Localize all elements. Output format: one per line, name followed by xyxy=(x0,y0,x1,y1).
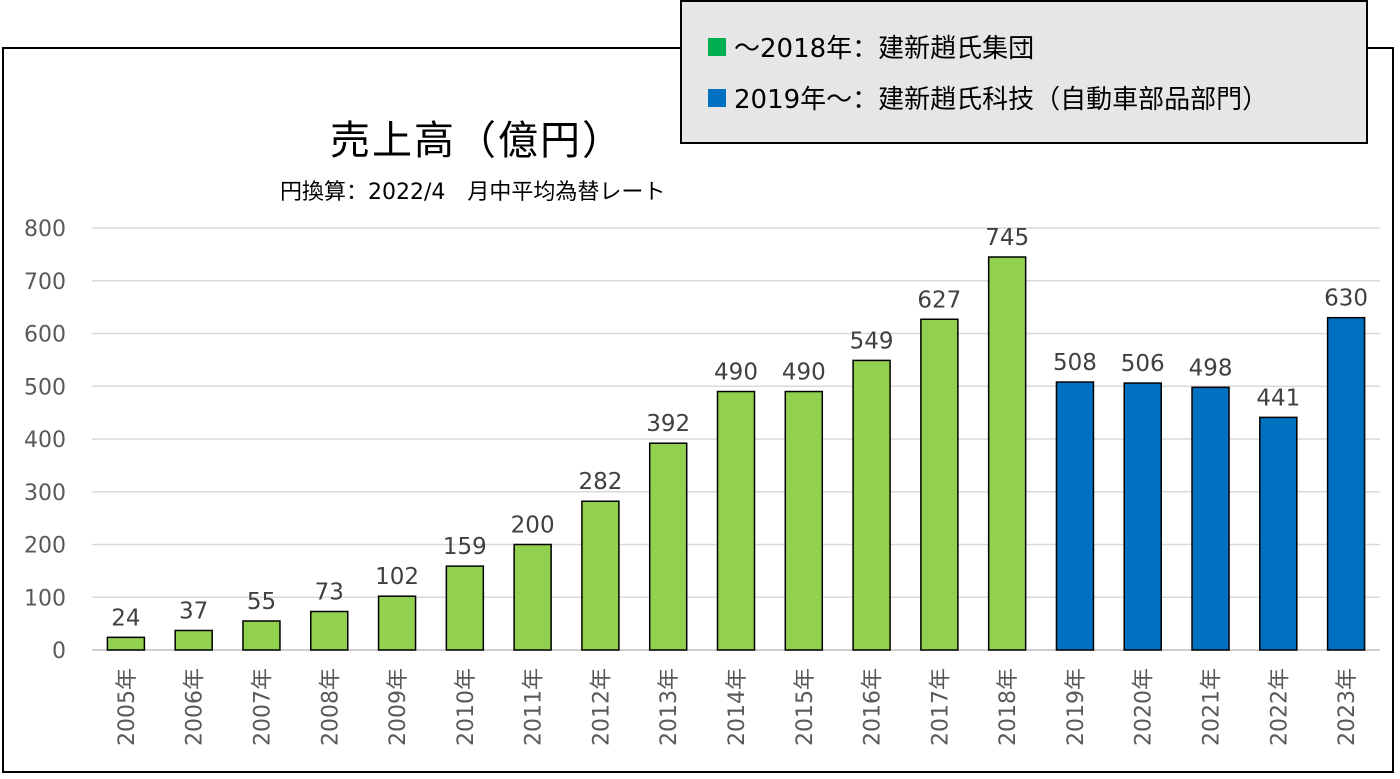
data-label: 490 xyxy=(782,360,826,386)
data-label: 549 xyxy=(850,328,894,354)
x-tick-label: 2015年 xyxy=(793,668,818,746)
data-label: 200 xyxy=(511,513,555,539)
data-label: 37 xyxy=(179,598,208,624)
x-tick-label: 2014年 xyxy=(725,668,750,746)
bar-2014年 xyxy=(716,390,756,651)
data-label: 508 xyxy=(1053,350,1097,376)
bar-2017年 xyxy=(920,318,959,651)
bar-2006年 xyxy=(174,629,213,651)
data-label: 441 xyxy=(1256,385,1300,411)
chart-title: 売上高（億円） xyxy=(330,118,624,164)
data-labels: 24 37 55 73 102 159 200 282 392 490 490 549 627 745 50… xyxy=(111,225,1368,631)
data-label: 506 xyxy=(1121,351,1165,377)
x-tick-label: 2021年 xyxy=(1200,668,1225,746)
bar-2013年 xyxy=(648,442,688,651)
data-label: 392 xyxy=(646,411,690,437)
data-label: 73 xyxy=(315,579,344,605)
bar-2023年 xyxy=(1326,316,1366,651)
bar-2019年 xyxy=(1055,381,1095,651)
bar-2020年 xyxy=(1123,382,1162,651)
x-tick-label: 2007年 xyxy=(250,668,275,746)
x-tick-label: 2008年 xyxy=(318,668,343,746)
data-label: 627 xyxy=(917,287,961,313)
data-label: 490 xyxy=(714,360,758,386)
data-label: 282 xyxy=(578,469,622,495)
x-tick-label: 2018年 xyxy=(996,668,1021,746)
x-tick-label: 2019年 xyxy=(1064,668,1089,746)
x-tick-label: 2009年 xyxy=(386,668,411,746)
bar-2018年 xyxy=(987,256,1027,651)
legend-label-tech: 2019年～：建新趙氏科技（自動車部品部門） xyxy=(734,85,1269,115)
y-tick-label: 300 xyxy=(24,481,66,506)
bar-2022年 xyxy=(1259,416,1298,651)
data-label: 745 xyxy=(985,225,1029,251)
data-label: 55 xyxy=(247,589,276,615)
y-tick-label: 0 xyxy=(52,639,66,664)
x-axis: 2005年 2006年 2007年 2008年 2009年 2010年 2011年 2012年… xyxy=(115,668,1360,746)
legend-swatch-green xyxy=(708,37,726,56)
bar-2009年 xyxy=(377,595,417,651)
bar-2007年 xyxy=(242,620,281,651)
legend-label-group: ～2018年：建新趙氏集団 xyxy=(734,34,1035,64)
data-label: 498 xyxy=(1189,355,1233,381)
y-tick-label: 400 xyxy=(24,428,66,453)
x-tick-label: 2012年 xyxy=(589,668,614,746)
y-tick-label: 700 xyxy=(24,270,66,295)
y-tick-label: 500 xyxy=(24,375,66,400)
x-tick-label: 2017年 xyxy=(928,668,953,746)
bar-2012年 xyxy=(581,500,620,651)
y-tick-label: 600 xyxy=(24,323,66,348)
bar-2015年 xyxy=(784,390,824,651)
bar-2016年 xyxy=(852,359,891,651)
x-tick-label: 2005年 xyxy=(115,668,140,746)
x-tick-label: 2010年 xyxy=(454,668,479,746)
data-label: 159 xyxy=(443,534,487,560)
legend-swatch-blue xyxy=(708,88,726,107)
x-tick-label: 2022年 xyxy=(1267,668,1292,746)
legend-item-tech: 2019年～：建新趙氏科技（自動車部品部門） xyxy=(708,79,1268,116)
data-label: 102 xyxy=(375,564,419,590)
x-tick-label: 2011年 xyxy=(522,668,547,746)
y-tick-label: 100 xyxy=(24,586,66,611)
y-tick-label: 800 xyxy=(24,217,66,242)
bars xyxy=(106,256,1366,651)
y-tick-label: 200 xyxy=(24,534,66,559)
bar-2011年 xyxy=(513,543,552,651)
x-tick-label: 2020年 xyxy=(1132,668,1157,746)
legend-item-group: ～2018年：建新趙氏集団 xyxy=(708,28,1034,65)
x-tick-label: 2013年 xyxy=(657,668,682,746)
chart-frame xyxy=(2,47,1394,773)
y-axis: 0 100 200 300 400 500 600 700 800 xyxy=(24,217,66,664)
bar-2021年 xyxy=(1191,386,1230,651)
legend: ～2018年：建新趙氏集団 2019年～：建新趙氏科技（自動車部品部門） xyxy=(680,0,1368,144)
x-tick-label: 2016年 xyxy=(861,668,886,746)
bar-2010年 xyxy=(445,565,485,651)
x-tick-label: 2006年 xyxy=(183,668,208,746)
x-tick-label: 2023年 xyxy=(1335,668,1360,746)
bar-2008年 xyxy=(310,610,349,651)
data-label: 630 xyxy=(1324,286,1368,312)
data-label: 24 xyxy=(111,605,140,631)
chart-subtitle: 円換算：2022/4 月中平均為替レート xyxy=(280,180,666,205)
bar-2005年 xyxy=(106,636,146,651)
